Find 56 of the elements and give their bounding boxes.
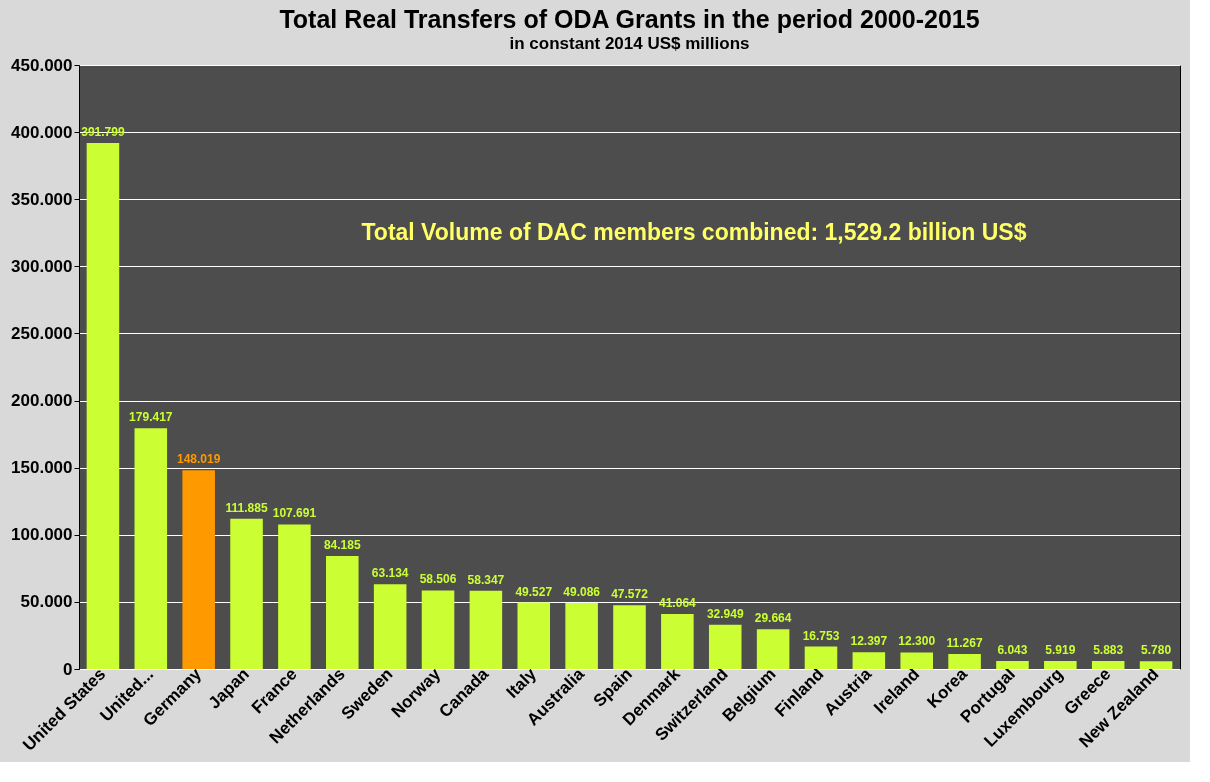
data-label: 179.417 (129, 410, 173, 425)
bar (708, 624, 742, 669)
bar (182, 470, 215, 669)
y-tick-label: 450.000 (11, 55, 73, 75)
data-label: 5.919 (1045, 643, 1076, 658)
data-label: 12.397 (850, 634, 888, 649)
data-label: 29.664 (754, 611, 792, 626)
y-tick-label: 250.000 (11, 323, 73, 343)
bar (1044, 661, 1077, 669)
bar (900, 652, 933, 669)
bar (517, 602, 551, 669)
y-tick-label: 50.000 (20, 592, 73, 612)
bar (134, 428, 168, 669)
y-tick-label: 300.000 (11, 256, 73, 276)
bar (661, 613, 694, 669)
bar (852, 652, 886, 669)
data-label: 58.506 (419, 572, 457, 587)
y-tick-label: 100.000 (11, 525, 73, 545)
data-label: 107.691 (272, 506, 317, 521)
bar (1091, 661, 1125, 669)
data-label: 11.267 (946, 635, 983, 650)
bar (613, 605, 646, 669)
data-label: 12.300 (898, 634, 936, 649)
bar (421, 590, 455, 669)
data-label: 47.572 (611, 587, 649, 602)
bar (230, 518, 263, 669)
data-label: 16.753 (802, 628, 840, 643)
data-label: 111.885 (225, 500, 268, 515)
data-label: 6.043 (997, 642, 1028, 657)
bar (565, 603, 598, 669)
data-label: 49.527 (515, 584, 553, 599)
y-tick-label: 350.000 (11, 189, 73, 209)
data-label: 32.949 (706, 606, 744, 621)
data-label: 63.134 (371, 566, 409, 581)
bar (326, 556, 359, 669)
bar (996, 660, 1029, 669)
y-tick-label: 150.000 (11, 458, 73, 478)
data-label: 58.347 (467, 572, 505, 587)
annotation: Total Volume of DAC members combined: 1,529.2 billion US$ (361, 219, 1027, 245)
bar (948, 653, 981, 669)
data-label: 5.883 (1093, 643, 1124, 658)
data-label: 5.780 (1141, 643, 1172, 658)
chart-title: Total Real Transfers of ODA Grants in the period 2000-2015 (279, 5, 980, 33)
data-label: 148.019 (176, 452, 221, 467)
data-label: 49.086 (563, 585, 601, 600)
bar (1139, 661, 1173, 669)
bar (373, 584, 407, 669)
bar (804, 646, 838, 669)
bar (278, 524, 311, 669)
bar (86, 143, 120, 669)
bar (756, 629, 790, 669)
data-label: 84.185 (323, 538, 361, 553)
bar (469, 590, 503, 669)
chart-subtitle: in constant 2014 US$ millions (509, 34, 750, 53)
y-tick-label: 400.000 (11, 122, 73, 142)
y-tick-label: 200.000 (11, 391, 73, 411)
